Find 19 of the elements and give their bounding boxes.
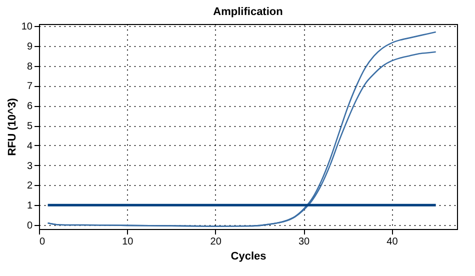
y-axis-title: RFU (10^3) [6,98,18,156]
x-tick-label: 0 [40,236,46,248]
y-tick-label: 8 [26,61,33,72]
y-tick-label: 2 [26,180,33,192]
y-tick-label: 3 [26,160,33,172]
chart-title: Amplification [213,6,284,18]
y-tick-label: 7 [26,81,33,92]
x-axis-title: Cycles [230,250,266,262]
y-tick-label: 4 [26,140,33,152]
y-tick-label: 0 [26,220,33,232]
y-tick-label: 5 [26,121,33,132]
y-tick-label: 9 [26,41,33,52]
y-tick-label: 10 [21,21,33,32]
y-tick-label: 6 [26,101,33,112]
x-tick-label: 30 [298,236,310,248]
x-tick-label: 10 [122,236,134,248]
x-tick-label: 20 [210,236,222,248]
y-tick-label: 1 [26,200,33,212]
x-tick-label: 40 [386,236,398,248]
